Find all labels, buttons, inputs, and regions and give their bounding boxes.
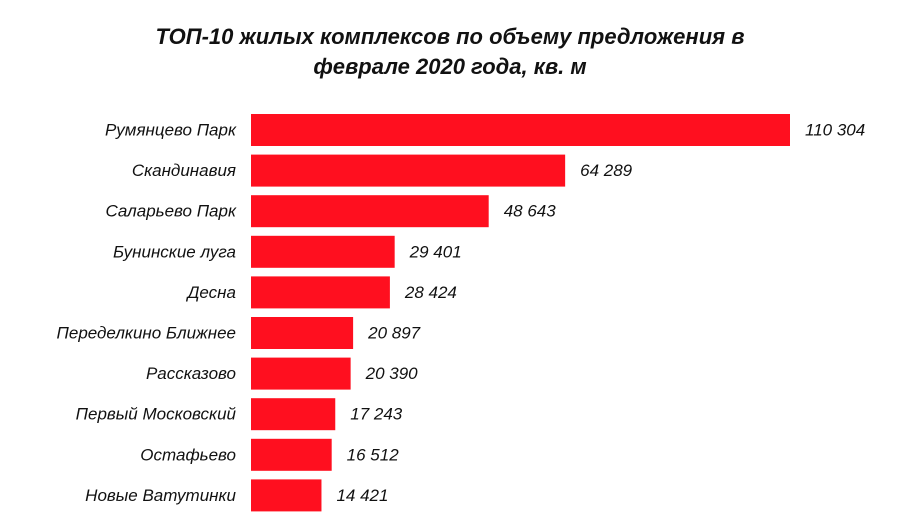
category-label: Первый Московский — [76, 405, 237, 424]
category-label: Рассказово — [146, 364, 236, 383]
category-label: Скандинавия — [132, 161, 236, 180]
value-label: 16 512 — [347, 445, 400, 464]
bar — [251, 317, 354, 349]
bar — [251, 276, 390, 309]
value-label: 110 304 — [805, 121, 865, 140]
value-label: 64 289 — [580, 161, 633, 180]
bar — [251, 479, 322, 512]
value-label: 20 390 — [365, 364, 419, 383]
category-label: Румянцево Парк — [105, 121, 237, 140]
value-label: 17 243 — [350, 405, 403, 424]
value-label: 48 643 — [504, 202, 557, 221]
value-label: 29 401 — [409, 242, 462, 261]
category-label: Новые Ватутинки — [85, 486, 236, 505]
value-label: 28 424 — [404, 283, 457, 302]
bar — [251, 114, 790, 146]
value-label: 14 421 — [336, 486, 388, 505]
chart-title-line-2: феврале 2020 года, кв. м — [313, 54, 587, 79]
category-label: Остафьево — [140, 445, 236, 464]
bar — [251, 438, 332, 471]
chart-title-line-1: ТОП-10 жилых комплексов по объему предло… — [155, 24, 745, 49]
value-label: 20 897 — [367, 324, 421, 343]
category-label: Бунинские луга — [113, 242, 236, 261]
bar — [251, 398, 336, 431]
chart-title: ТОП-10 жилых комплексов по объему предло… — [0, 22, 900, 82]
bar — [251, 235, 395, 268]
bar — [251, 154, 566, 187]
category-label: Переделкино Ближнее — [57, 324, 236, 343]
category-label: Десна — [185, 283, 236, 302]
bar — [251, 357, 351, 390]
category-label: Саларьево Парк — [105, 202, 237, 221]
bar — [251, 195, 489, 228]
